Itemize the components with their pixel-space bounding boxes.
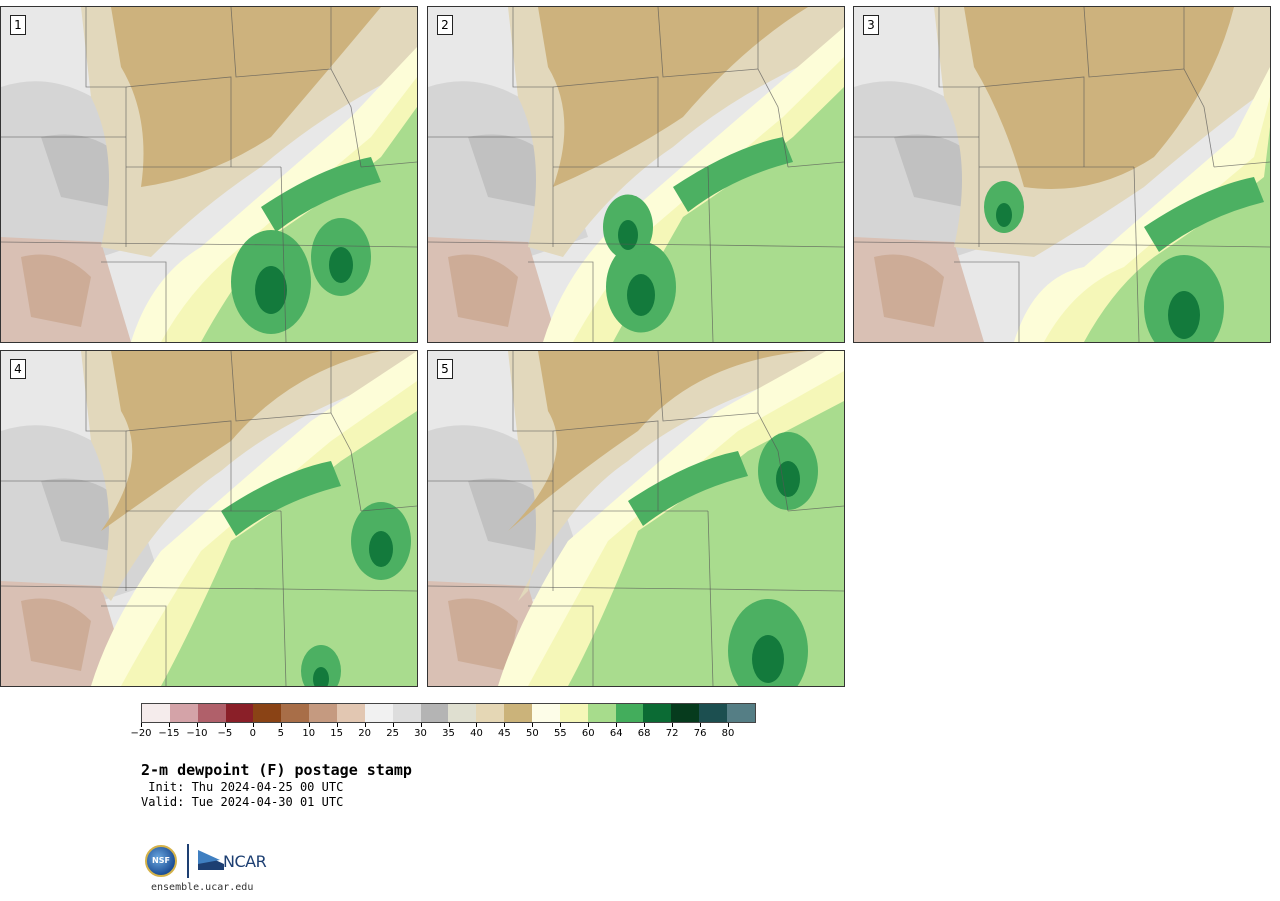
colorbar-segment bbox=[281, 704, 310, 722]
colorbar-segment bbox=[364, 704, 393, 722]
nsf-logo: NSF bbox=[145, 845, 177, 877]
map-panel-1: 1 bbox=[0, 6, 418, 343]
logo-divider bbox=[187, 844, 189, 878]
colorbar-tick bbox=[448, 723, 450, 727]
colorbar-segment bbox=[392, 704, 421, 722]
dewpoint-map bbox=[1, 351, 417, 686]
colorbar-tick-label: 20 bbox=[358, 728, 371, 739]
dewpoint-map bbox=[1, 7, 417, 342]
colorbar-tick bbox=[336, 723, 338, 727]
map-panel-3: 3 bbox=[853, 6, 1271, 343]
colorbar-tick bbox=[672, 723, 674, 727]
colorbar-tick-label: 60 bbox=[581, 728, 595, 739]
colorbar-tick-label: 10 bbox=[302, 728, 316, 739]
panel-number-label: 1 bbox=[10, 15, 26, 35]
colorbar-tick bbox=[700, 723, 702, 727]
colorbar-tick bbox=[364, 723, 366, 727]
colorbar-tick bbox=[504, 723, 506, 727]
colorbar-segment bbox=[420, 704, 449, 722]
colorbar-segment bbox=[225, 704, 254, 722]
colorbar-tick-label: 45 bbox=[498, 728, 511, 739]
colorbar-tick-label: −20 bbox=[130, 728, 152, 739]
figure-title: 2-m dewpoint (F) postage stamp bbox=[141, 761, 412, 779]
colorbar-segment bbox=[587, 704, 616, 722]
ncar-mark-icon bbox=[198, 850, 224, 870]
colorbar-tick-label: 80 bbox=[721, 728, 735, 739]
colorbar-tick-label: 35 bbox=[442, 728, 455, 739]
colorbar-segment bbox=[504, 704, 533, 722]
colorbar-tick-label: 55 bbox=[553, 728, 567, 739]
colorbar-tick-label: −15 bbox=[158, 728, 180, 739]
colorbar-segment bbox=[142, 704, 170, 722]
colorbar-tick bbox=[280, 723, 282, 727]
valid-time: Valid: Tue 2024-04-30 01 UTC bbox=[141, 795, 344, 809]
panel-number-label: 3 bbox=[863, 15, 879, 35]
colorbar-tick bbox=[392, 723, 394, 727]
panel-number-label: 2 bbox=[437, 15, 453, 35]
colorbar-segment bbox=[253, 704, 282, 722]
logos: NSF NCAR bbox=[145, 843, 275, 879]
colorbar-segment bbox=[197, 704, 226, 722]
colorbar-segment bbox=[448, 704, 477, 722]
colorbar-tick bbox=[196, 723, 198, 727]
colorbar-tick-label: 50 bbox=[525, 728, 539, 739]
colorbar-segment bbox=[559, 704, 588, 722]
colorbar-tick bbox=[644, 723, 646, 727]
init-time: Init: Thu 2024-04-25 00 UTC bbox=[141, 780, 344, 794]
colorbar-tick bbox=[308, 723, 310, 727]
ncar-logo-text: NCAR bbox=[223, 852, 267, 871]
colorbar-ticks: −20 −15 −10 −5 0 5 10 15 20 25 30 35 40 45 50 55 60 64 68 7… bbox=[130, 723, 756, 743]
colorbar-tick-label: 30 bbox=[414, 728, 427, 739]
colorbar-segment bbox=[671, 704, 700, 722]
map-panel-4: 4 bbox=[0, 350, 418, 687]
colorbar-tick-label: −5 bbox=[217, 728, 233, 739]
colorbar-tick-label: 0 bbox=[249, 728, 256, 739]
colorbar-tick-label: 5 bbox=[277, 728, 284, 739]
colorbar-tick-label: 40 bbox=[470, 728, 483, 739]
colorbar bbox=[141, 703, 756, 723]
panel-number-label: 4 bbox=[10, 359, 26, 379]
dewpoint-map bbox=[428, 7, 844, 342]
colorbar-tick-label: 64 bbox=[609, 728, 623, 739]
colorbar-segment bbox=[643, 704, 672, 722]
colorbar-tick bbox=[560, 723, 562, 727]
dewpoint-map bbox=[854, 7, 1270, 342]
colorbar-tick-label: 76 bbox=[693, 728, 707, 739]
colorbar-segment bbox=[309, 704, 338, 722]
colorbar-tick bbox=[141, 723, 142, 727]
map-panel-5: 5 bbox=[427, 350, 845, 687]
colorbar-tick bbox=[224, 723, 226, 727]
colorbar-segment bbox=[169, 704, 198, 722]
colorbar-tick-label: 68 bbox=[637, 728, 651, 739]
colorbar-segment bbox=[476, 704, 505, 722]
map-panel-2: 2 bbox=[427, 6, 845, 343]
site-url: ensemble.ucar.edu bbox=[151, 882, 254, 893]
colorbar-tick bbox=[588, 723, 590, 727]
colorbar-tick-label: 15 bbox=[330, 728, 344, 739]
colorbar-tick bbox=[616, 723, 618, 727]
colorbar-tick-label: 72 bbox=[665, 728, 679, 739]
colorbar-segment bbox=[337, 704, 365, 722]
colorbar-tick-label: −10 bbox=[186, 728, 208, 739]
colorbar-segment bbox=[532, 704, 560, 722]
colorbar-segment bbox=[615, 704, 644, 722]
colorbar-segment bbox=[727, 704, 755, 722]
colorbar-tick bbox=[252, 723, 254, 727]
colorbar-segment bbox=[699, 704, 728, 722]
colorbar-tick bbox=[728, 723, 730, 727]
colorbar-tick bbox=[476, 723, 478, 727]
colorbar-tick bbox=[532, 723, 534, 727]
panel-number-label: 5 bbox=[437, 359, 453, 379]
colorbar-tick-label: 25 bbox=[386, 728, 399, 739]
dewpoint-map bbox=[428, 351, 844, 686]
colorbar-tick bbox=[168, 723, 170, 727]
colorbar-tick bbox=[420, 723, 422, 727]
